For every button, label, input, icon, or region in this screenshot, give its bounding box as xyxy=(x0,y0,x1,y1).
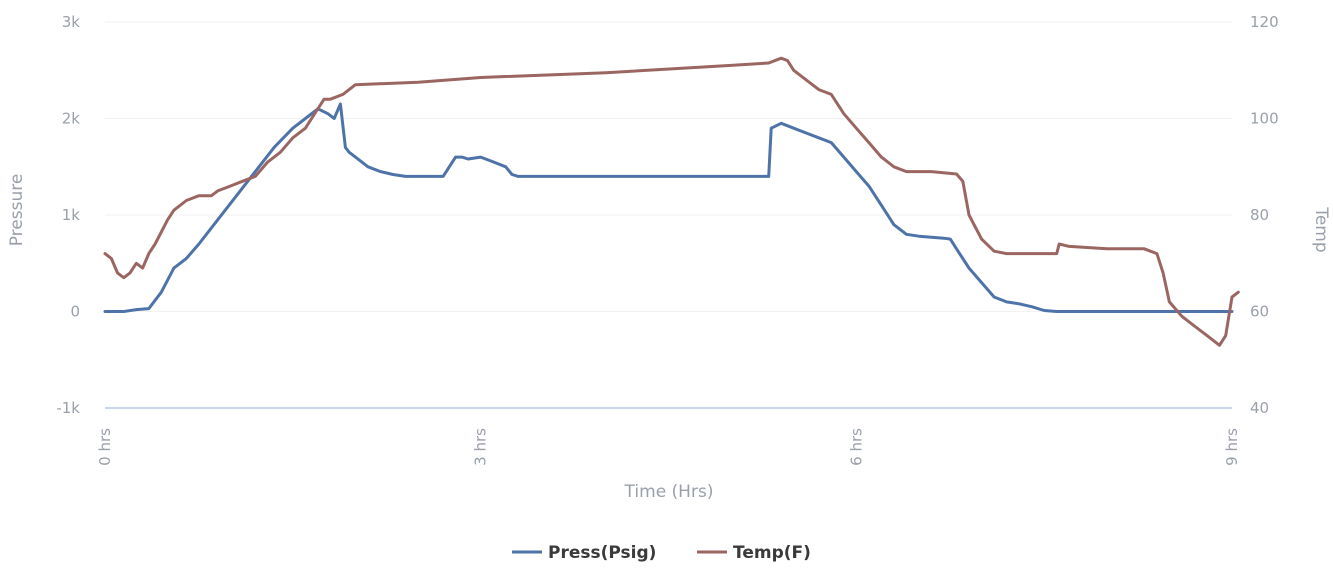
y-right-tick-label: 80 xyxy=(1250,206,1269,224)
x-axis-title: Time (Hrs) xyxy=(624,482,714,502)
y-left-tick-label: 2k xyxy=(62,110,81,128)
y-axis-left-title: Pressure xyxy=(7,174,27,247)
y-right-tick-label: 100 xyxy=(1250,110,1279,128)
y-right-tick-label: 40 xyxy=(1250,399,1269,417)
y-left-tick-label: 1k xyxy=(62,206,81,224)
y-left-tick-label: 3k xyxy=(62,13,81,31)
series-layer xyxy=(103,56,1240,347)
x-tick-label: 0 hrs xyxy=(96,428,114,466)
y-left-tick-label: 0 xyxy=(70,303,80,321)
x-tick-label: 6 hrs xyxy=(847,428,865,466)
y-right-tick-label: 60 xyxy=(1250,303,1269,321)
y-left-tick-label: -1k xyxy=(56,399,80,417)
legend-item[interactable]: Temp(F) xyxy=(697,543,811,563)
grid-layer xyxy=(105,21,1232,409)
legend-item[interactable]: Press(Psig) xyxy=(512,543,656,563)
x-tick-label: 9 hrs xyxy=(1223,428,1241,466)
y-right-tick-label: 120 xyxy=(1250,13,1279,31)
legend-label: Temp(F) xyxy=(733,543,811,563)
legend-label: Press(Psig) xyxy=(548,543,656,563)
series-line-0 xyxy=(103,102,1234,313)
legend[interactable]: Press(Psig) Temp(F) xyxy=(512,543,811,563)
axis-layer: Pressure Temp Time (Hrs) -1k 0 1k 2k 3k 40 60 8… xyxy=(7,13,1331,502)
x-tick-label: 3 hrs xyxy=(472,428,490,466)
y-axis-right-title: Temp xyxy=(1311,206,1331,252)
series-line-1 xyxy=(103,56,1240,347)
